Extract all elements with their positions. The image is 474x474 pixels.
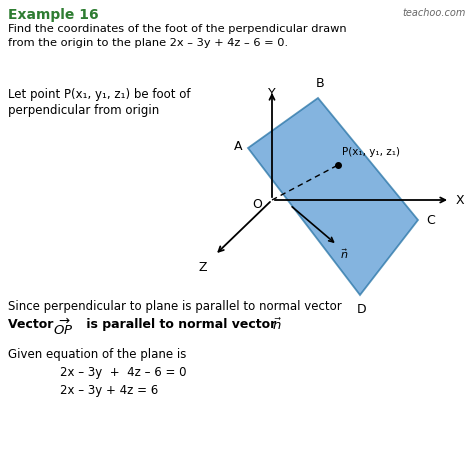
Text: X: X — [456, 193, 465, 207]
Text: from the origin to the plane 2x – 3y + 4z – 6 = 0.: from the origin to the plane 2x – 3y + 4… — [8, 38, 288, 48]
Text: 2x – 3y + 4z = 6: 2x – 3y + 4z = 6 — [60, 384, 158, 397]
Polygon shape — [248, 98, 418, 295]
Text: perpendicular from origin: perpendicular from origin — [8, 104, 159, 117]
Text: A: A — [234, 139, 242, 153]
Text: Z: Z — [199, 261, 207, 274]
Text: Vector: Vector — [8, 318, 58, 331]
Text: $\vec{n}$: $\vec{n}$ — [340, 247, 349, 261]
Text: Example 16: Example 16 — [8, 8, 99, 22]
Text: D: D — [357, 303, 367, 316]
Text: Let point P(x₁, y₁, z₁) be foot of: Let point P(x₁, y₁, z₁) be foot of — [8, 88, 191, 101]
Text: Since perpendicular to plane is parallel to normal vector: Since perpendicular to plane is parallel… — [8, 300, 342, 313]
Text: O: O — [252, 198, 262, 211]
Text: Given equation of the plane is: Given equation of the plane is — [8, 348, 186, 361]
Text: $\overrightarrow{OP}$: $\overrightarrow{OP}$ — [53, 318, 73, 338]
Text: teachoo.com: teachoo.com — [402, 8, 466, 18]
Text: B: B — [316, 77, 324, 90]
Text: C: C — [426, 213, 435, 227]
Text: P(x₁, y₁, z₁): P(x₁, y₁, z₁) — [342, 147, 400, 157]
Text: 2x – 3y  +  4z – 6 = 0: 2x – 3y + 4z – 6 = 0 — [60, 366, 186, 379]
Text: Find the coordinates of the foot of the perpendicular drawn: Find the coordinates of the foot of the … — [8, 24, 346, 34]
Text: Y: Y — [268, 87, 276, 100]
Text: $\vec{n}$: $\vec{n}$ — [272, 318, 282, 333]
Text: is parallel to normal vector: is parallel to normal vector — [82, 318, 281, 331]
